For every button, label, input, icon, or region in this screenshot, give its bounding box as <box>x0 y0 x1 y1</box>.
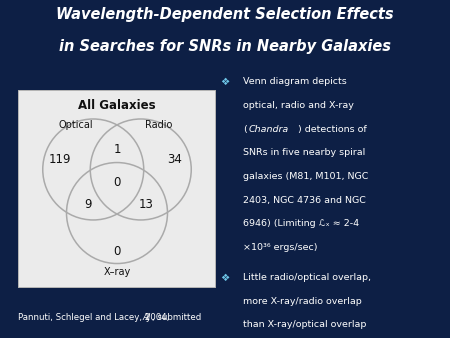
Text: optical, radio and X-ray: optical, radio and X-ray <box>243 101 354 110</box>
Text: 1: 1 <box>113 143 121 156</box>
Text: ×10³⁶ ergs/sec): ×10³⁶ ergs/sec) <box>243 243 318 252</box>
Text: more X-ray/radio overlap: more X-ray/radio overlap <box>243 296 362 306</box>
Text: Radio: Radio <box>145 120 172 130</box>
Text: SNRs in five nearby spiral: SNRs in five nearby spiral <box>243 148 365 157</box>
Text: 0: 0 <box>113 176 121 189</box>
Text: than X-ray/optical overlap: than X-ray/optical overlap <box>243 320 366 329</box>
Text: Pannuti, Schlegel and Lacey, 2004,: Pannuti, Schlegel and Lacey, 2004, <box>18 313 172 322</box>
Text: Wavelength-Dependent Selection Effects: Wavelength-Dependent Selection Effects <box>56 7 394 22</box>
Text: X–ray: X–ray <box>104 267 130 277</box>
Text: Optical: Optical <box>58 120 93 130</box>
Text: 34: 34 <box>167 153 182 166</box>
Text: Venn diagram depicts: Venn diagram depicts <box>243 77 347 87</box>
Text: (: ( <box>243 125 247 134</box>
Text: 9: 9 <box>85 198 92 211</box>
Text: All Galaxies: All Galaxies <box>78 99 156 112</box>
Text: 6946) (Limiting ℒₓ ≈ 2-4: 6946) (Limiting ℒₓ ≈ 2-4 <box>243 219 359 228</box>
Text: 0: 0 <box>113 245 121 258</box>
Text: 13: 13 <box>138 198 153 211</box>
Text: , submitted: , submitted <box>152 313 202 322</box>
Text: galaxies (M81, M101, NGC: galaxies (M81, M101, NGC <box>243 172 369 181</box>
Text: ) detections of: ) detections of <box>298 125 367 134</box>
Text: Chandra: Chandra <box>248 125 289 134</box>
Text: Little radio/optical overlap,: Little radio/optical overlap, <box>243 273 371 282</box>
Text: ❖: ❖ <box>220 77 230 88</box>
Text: in Searches for SNRs in Nearby Galaxies: in Searches for SNRs in Nearby Galaxies <box>59 39 391 54</box>
Text: AJ: AJ <box>143 313 151 322</box>
Text: 119: 119 <box>48 153 71 166</box>
Text: 2403, NGC 4736 and NGC: 2403, NGC 4736 and NGC <box>243 196 366 204</box>
Text: ❖: ❖ <box>220 273 230 283</box>
